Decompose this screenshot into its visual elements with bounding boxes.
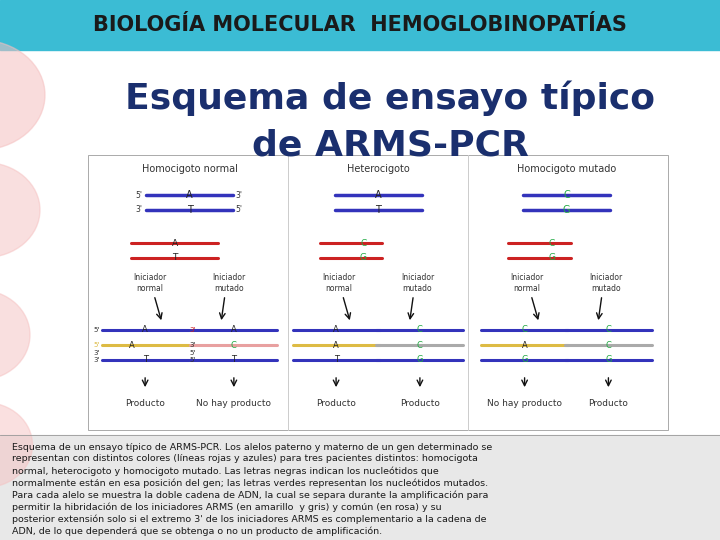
Text: C: C bbox=[231, 341, 237, 349]
Text: C: C bbox=[417, 326, 423, 334]
Text: G: G bbox=[360, 253, 366, 262]
Text: T: T bbox=[375, 205, 381, 215]
Text: G: G bbox=[563, 205, 570, 215]
Text: de ARMS-PCR: de ARMS-PCR bbox=[251, 128, 528, 162]
Text: C: C bbox=[360, 239, 366, 247]
Text: BIOLOGÍA MOLECULAR  HEMOGLOBINOPATÍAS: BIOLOGÍA MOLECULAR HEMOGLOBINOPATÍAS bbox=[93, 15, 627, 35]
Text: G: G bbox=[605, 355, 612, 364]
Text: Heterocigoto: Heterocigoto bbox=[346, 164, 410, 174]
Text: A: A bbox=[129, 341, 135, 349]
Ellipse shape bbox=[0, 290, 30, 380]
Text: Iniciador
normal: Iniciador normal bbox=[133, 273, 167, 293]
Text: T: T bbox=[143, 355, 148, 364]
Text: C: C bbox=[606, 341, 611, 349]
Text: Producto: Producto bbox=[316, 399, 356, 408]
Text: No hay producto: No hay producto bbox=[487, 399, 562, 408]
Bar bbox=[0, 0, 720, 50]
Text: Producto: Producto bbox=[125, 399, 165, 408]
Text: No hay producto: No hay producto bbox=[197, 399, 271, 408]
Text: 3': 3' bbox=[94, 350, 99, 356]
Text: Esquema de un ensayo típico de ARMS-PCR. Los alelos paterno y materno de un gen : Esquema de un ensayo típico de ARMS-PCR.… bbox=[12, 443, 492, 536]
Text: A: A bbox=[143, 326, 148, 334]
Text: T: T bbox=[172, 253, 177, 262]
Text: 5': 5' bbox=[94, 342, 99, 348]
Ellipse shape bbox=[0, 402, 32, 488]
Text: 3': 3' bbox=[189, 342, 196, 348]
Text: 3': 3' bbox=[189, 327, 196, 333]
Text: C: C bbox=[522, 326, 528, 334]
Text: G: G bbox=[417, 355, 423, 364]
Text: T: T bbox=[231, 355, 236, 364]
Text: 5': 5' bbox=[94, 327, 99, 333]
Text: C: C bbox=[549, 239, 555, 247]
Text: T: T bbox=[186, 205, 192, 215]
Text: A: A bbox=[231, 326, 237, 334]
Text: A: A bbox=[186, 190, 193, 200]
Text: Homocigoto mutado: Homocigoto mutado bbox=[517, 164, 616, 174]
Bar bbox=[0, 435, 720, 540]
Ellipse shape bbox=[0, 163, 40, 258]
Text: A: A bbox=[522, 341, 528, 349]
Text: A: A bbox=[171, 239, 178, 247]
Text: 3': 3' bbox=[235, 191, 242, 199]
Text: Iniciador
normal: Iniciador normal bbox=[322, 273, 355, 293]
Text: 5': 5' bbox=[189, 357, 196, 363]
Bar bbox=[88, 155, 668, 430]
Text: Producto: Producto bbox=[588, 399, 629, 408]
Text: A: A bbox=[374, 190, 382, 200]
Text: C: C bbox=[606, 326, 611, 334]
Text: Iniciador
mutado: Iniciador mutado bbox=[589, 273, 623, 293]
Text: A: A bbox=[333, 341, 339, 349]
Text: T: T bbox=[333, 355, 338, 364]
Text: A: A bbox=[333, 326, 339, 334]
Text: 3': 3' bbox=[135, 206, 142, 214]
Text: Producto: Producto bbox=[400, 399, 440, 408]
Text: Esquema de ensayo típico: Esquema de ensayo típico bbox=[125, 80, 655, 116]
Text: Homocigoto normal: Homocigoto normal bbox=[142, 164, 238, 174]
Text: C: C bbox=[417, 341, 423, 349]
Text: Iniciador
mutado: Iniciador mutado bbox=[401, 273, 434, 293]
Text: Iniciador
normal: Iniciador normal bbox=[510, 273, 544, 293]
Text: G: G bbox=[548, 253, 555, 262]
Text: 5': 5' bbox=[189, 350, 196, 356]
Text: 3': 3' bbox=[94, 357, 99, 363]
Bar bbox=[0, 50, 720, 435]
Text: 5': 5' bbox=[235, 206, 242, 214]
Text: 5': 5' bbox=[135, 191, 142, 199]
Text: C: C bbox=[563, 190, 570, 200]
Text: G: G bbox=[521, 355, 528, 364]
Ellipse shape bbox=[0, 40, 45, 150]
Text: Iniciador
mutado: Iniciador mutado bbox=[212, 273, 246, 293]
